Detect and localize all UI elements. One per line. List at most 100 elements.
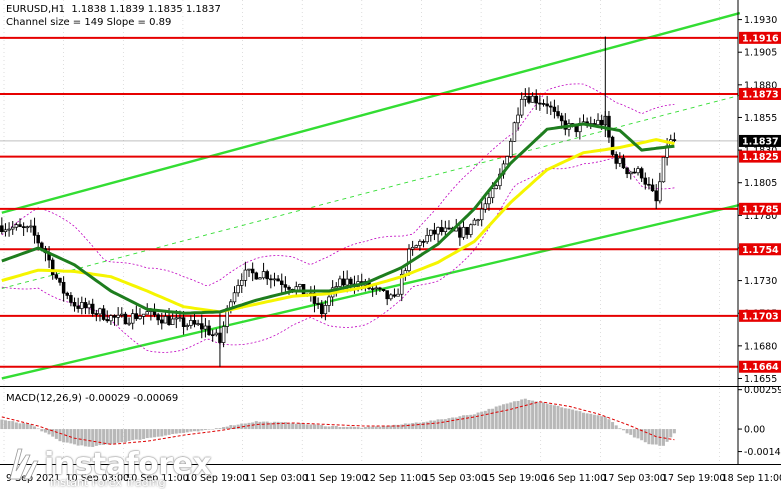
macd-histogram-bar xyxy=(502,404,506,430)
macd-histogram-bar xyxy=(531,400,535,430)
candle-body xyxy=(192,320,197,325)
macd-histogram-bar xyxy=(312,424,316,430)
candle-body xyxy=(10,226,15,230)
level-label: 1.1785 xyxy=(742,204,779,215)
macd-histogram-bar xyxy=(225,426,229,430)
macd-histogram-bar xyxy=(33,426,37,430)
candle-body xyxy=(250,268,255,274)
macd-histogram-bar xyxy=(643,429,647,443)
candle-body xyxy=(425,235,429,243)
macd-histogram-bar xyxy=(436,419,440,430)
candle-body xyxy=(138,315,142,320)
macd-histogram-bar xyxy=(400,424,404,430)
candle-body xyxy=(323,305,328,315)
macd-histogram-bar xyxy=(320,425,324,430)
candle-body xyxy=(3,229,8,233)
price-tick-label: 1.1880 xyxy=(744,80,777,91)
candle-body xyxy=(443,227,448,232)
macd-histogram-bar xyxy=(305,424,309,430)
candle-body xyxy=(632,171,637,174)
chart-header-channel: Channel size = 149 Slope = 0.89 xyxy=(6,17,172,28)
macd-histogram-bar xyxy=(407,423,411,430)
macd-histogram-bar xyxy=(113,429,117,444)
macd-histogram-bar xyxy=(269,422,273,430)
candle-body xyxy=(232,292,237,303)
macd-histogram-bar xyxy=(636,429,640,439)
macd-histogram-bar xyxy=(338,426,342,430)
candle-body xyxy=(381,288,386,292)
macd-histogram-bar xyxy=(411,423,415,430)
candle-body xyxy=(283,284,288,288)
candle-body xyxy=(556,111,560,117)
macd-histogram-bar xyxy=(142,429,146,439)
macd-histogram-bar xyxy=(51,429,55,437)
macd-histogram-bar xyxy=(58,429,62,442)
macd-histogram-bar xyxy=(385,426,389,430)
price-tick-label: 1.1855 xyxy=(744,113,777,124)
macd-histogram-bar xyxy=(571,409,575,430)
bollinger-upper xyxy=(1,83,675,286)
current-price-box xyxy=(739,134,781,147)
macd-histogram-bar xyxy=(451,417,455,430)
macd-histogram-bar xyxy=(538,402,542,430)
candle-body xyxy=(396,293,400,297)
macd-histogram-bar xyxy=(272,421,276,430)
candle-body xyxy=(61,281,66,294)
candle-body xyxy=(414,245,419,248)
macd-histogram-bar xyxy=(80,429,84,446)
level-label: 1.1916 xyxy=(742,33,779,44)
macd-histogram-bar xyxy=(291,423,295,430)
macd-histogram-bar xyxy=(331,426,335,430)
candle-body xyxy=(650,184,655,192)
candle-body xyxy=(261,271,266,279)
candle-body xyxy=(207,325,211,336)
macd-histogram-bar xyxy=(189,429,193,432)
candle-body xyxy=(654,190,658,202)
candle-body xyxy=(410,246,415,250)
macd-histogram-bar xyxy=(651,429,655,445)
candle-body xyxy=(487,197,491,205)
moving-averages xyxy=(1,122,675,315)
macd-histogram-bar xyxy=(229,425,233,430)
candle-body xyxy=(519,98,524,116)
macd-histogram-bar xyxy=(560,407,564,430)
price-candles xyxy=(0,36,677,367)
macd-histogram-bar xyxy=(65,429,69,443)
candle-body xyxy=(512,122,517,142)
macd-histogram-bar xyxy=(440,419,444,430)
macd-histogram-bar xyxy=(131,429,135,441)
macd-histogram-bar xyxy=(534,401,538,430)
candle-body xyxy=(65,292,70,296)
price-tick-label: 1.1805 xyxy=(744,178,777,189)
ma-slow-line xyxy=(1,138,675,314)
time-tick-label: 15 Sep 19:00 xyxy=(483,473,546,484)
candle-body xyxy=(112,315,117,318)
candle-body xyxy=(83,302,88,309)
candle-body xyxy=(621,157,626,169)
macd-histogram-bar xyxy=(14,422,18,430)
macd-histogram-bar xyxy=(360,427,364,430)
candle-body xyxy=(476,219,480,222)
candle-body xyxy=(163,316,168,324)
macd-histogram-bar xyxy=(87,429,91,447)
time-tick-label: 11 Sep 03:00 xyxy=(245,473,308,484)
price-tick-label: 1.1930 xyxy=(744,15,777,26)
macd-histogram-bar xyxy=(54,429,58,439)
macd-header: MACD(12,26,9) -0.00029 -0.00069 xyxy=(6,393,179,404)
macd-histogram-bar xyxy=(669,429,673,438)
candle-body xyxy=(21,226,26,228)
macd-histogram-bar xyxy=(458,416,462,430)
candle-body xyxy=(170,318,175,325)
candle-body xyxy=(530,95,535,103)
candle-body xyxy=(490,188,495,199)
candle-body xyxy=(465,226,469,235)
candle-body xyxy=(472,219,477,226)
macd-histogram-bar xyxy=(563,408,567,430)
macd-histogram-bar xyxy=(672,429,676,434)
macd-histogram-bar xyxy=(22,423,26,430)
macd-histogram-bar xyxy=(262,421,266,430)
macd-histogram-bar xyxy=(491,408,495,430)
macd-histogram-bar xyxy=(647,429,651,445)
macd-histogram-bar xyxy=(389,425,393,430)
macd-histogram-bar xyxy=(18,423,22,430)
